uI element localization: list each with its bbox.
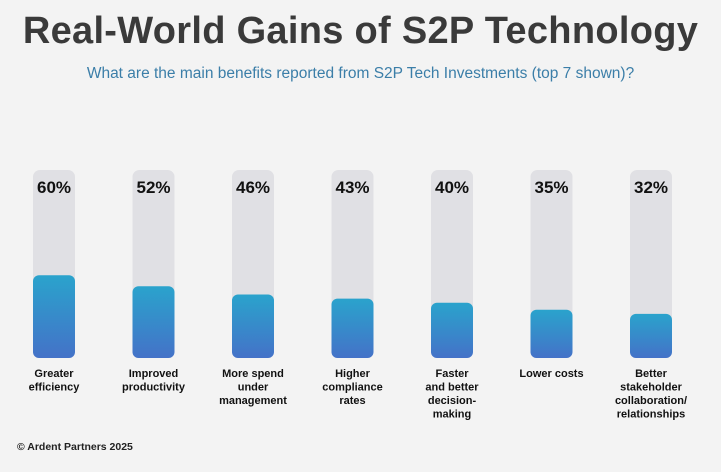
bar <box>630 313 672 358</box>
bar <box>431 302 473 358</box>
category-label: relationships <box>617 409 685 421</box>
category-label: under <box>238 382 269 394</box>
category-label: Higher <box>335 368 371 380</box>
category-label: management <box>219 395 287 407</box>
category-label: compliance <box>322 382 383 394</box>
bar-value-label: 46% <box>236 178 270 197</box>
category-label: stakeholder <box>620 382 682 394</box>
category-label: making <box>433 409 472 421</box>
bar-value-label: 40% <box>435 178 469 197</box>
bar <box>331 298 374 358</box>
category-label: and better <box>425 382 479 394</box>
bar-value-label: 35% <box>534 178 568 197</box>
category-label: Faster <box>435 368 469 380</box>
bar <box>132 286 175 358</box>
category-label: Lower costs <box>519 368 583 380</box>
bar <box>33 275 75 358</box>
chart-title: Real-World Gains of S2P Technology <box>22 10 699 52</box>
category-label: More spend <box>222 368 284 380</box>
bar-track <box>630 170 672 358</box>
bar <box>530 309 573 358</box>
category-label: productivity <box>122 382 186 394</box>
category-label: Improved <box>129 368 179 380</box>
bar-value-label: 32% <box>634 178 668 197</box>
bar-value-label: 60% <box>37 178 71 197</box>
category-label: collaboration/ <box>615 395 687 407</box>
category-label: decision- <box>428 395 477 407</box>
category-label: rates <box>339 395 365 407</box>
bar-value-label: 52% <box>136 178 170 197</box>
bar-value-label: 43% <box>335 178 369 197</box>
category-label: Better <box>635 368 668 380</box>
category-label: Greater <box>34 368 74 380</box>
bar <box>232 294 274 358</box>
category-label: efficiency <box>29 382 81 394</box>
chart-subtitle: What are the main benefits reported from… <box>86 65 635 82</box>
copyright-footer: © Ardent Partners 2025 <box>17 441 133 453</box>
